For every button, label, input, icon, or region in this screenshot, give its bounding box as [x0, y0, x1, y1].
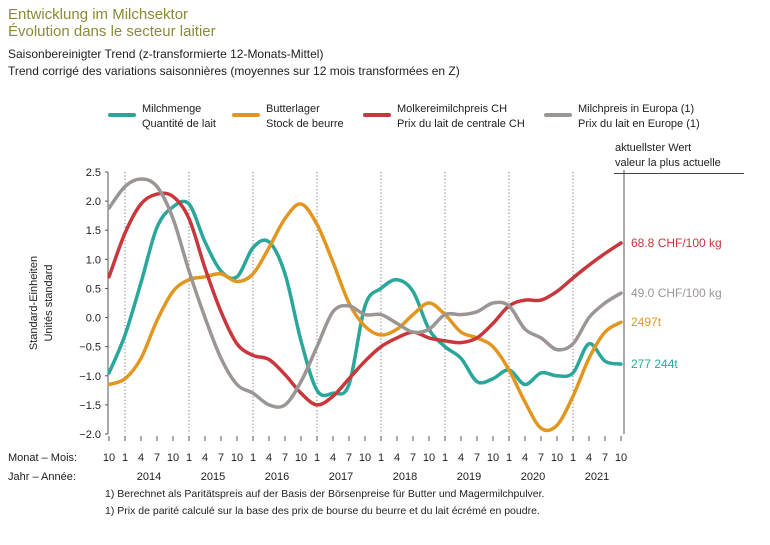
x-tick-label: 7 [154, 452, 160, 464]
year-label: 2021 [585, 471, 609, 483]
y-tick-label: 1.5 [86, 225, 101, 237]
year-label: 2018 [393, 471, 417, 483]
x-tick-label: 4 [266, 452, 272, 464]
x-tick-label: 4 [202, 452, 208, 464]
legend-swatch-molkereimilchpreis [363, 113, 391, 117]
x-tick-label: 1 [570, 452, 576, 464]
y-tick-label: −2.0 [79, 429, 101, 441]
x-tick-label: 7 [474, 452, 480, 464]
legend-milchmenge: Milchmenge Quantité de lait [108, 102, 216, 132]
year-label: 2019 [457, 471, 481, 483]
year-label: 2016 [265, 471, 289, 483]
y-axis-title-fr: Unités standard [43, 264, 55, 341]
year-label: 2017 [329, 471, 353, 483]
y-tick-label: −1.0 [79, 371, 101, 383]
legend-molkereimilchpreis: Molkereimilchpreis CH Prix du lait de ce… [363, 102, 525, 132]
x-tick-label: 1 [186, 452, 192, 464]
legend-label-de: Milchmenge [142, 103, 202, 115]
y-axis-title-de: Standard-Einheiten [28, 256, 40, 350]
legend-label-fr: Prix du lait en Europe (1) [578, 118, 700, 130]
x-tick-label: 10 [295, 452, 307, 464]
x-tick-label: 4 [458, 452, 464, 464]
legend-swatch-butterlager [232, 113, 260, 117]
x-tick-label: 10 [167, 452, 179, 464]
y-tick-label: 0.5 [86, 283, 101, 295]
x-tick-label: 4 [138, 452, 144, 464]
legend-milchpreis-europa: Milchpreis in Europa (1) Prix du lait en… [544, 102, 700, 132]
legend-label-de: Butterlager [266, 103, 320, 115]
x-axis-year-title: Jahr – Année: [8, 471, 76, 483]
title-fr: Évolution dans le secteur laitier [8, 23, 216, 40]
x-tick-label: 4 [586, 452, 592, 464]
year-label: 2020 [521, 471, 545, 483]
x-tick-label: 7 [346, 452, 352, 464]
series-line-butterlager [107, 202, 623, 433]
title-de: Entwicklung im Milchsektor [8, 6, 189, 23]
latest-value-label: 2497t [631, 315, 662, 329]
x-axis-month-title: Monat – Mois: [8, 452, 77, 464]
x-tick-label: 1 [378, 452, 384, 464]
y-tick-label: 0.0 [86, 313, 101, 325]
latest-value-divider [614, 173, 744, 174]
x-tick-label: 1 [506, 452, 512, 464]
year-label: 2015 [201, 471, 225, 483]
y-tick-label: 2.5 [86, 167, 101, 179]
x-tick-label: 10 [103, 452, 115, 464]
series-line-milchpreis-in-europa [107, 177, 623, 409]
latest-value-label: 68.8 CHF/100 kg [631, 236, 722, 250]
legend-label-de: Milchpreis in Europa (1) [578, 103, 695, 115]
latest-value-header: aktuellster Wert valeur la plus actuelle [615, 141, 721, 171]
legend-butterlager: Butterlager Stock de beurre [232, 102, 344, 132]
latest-value-header-fr: valeur la plus actuelle [615, 157, 721, 169]
y-tick-label: −1.5 [79, 400, 101, 412]
x-tick-label: 10 [423, 452, 435, 464]
footnote-fr: 1) Prix de parité calculé sur la base de… [105, 505, 540, 517]
latest-value-label: 277 244t [631, 357, 678, 371]
legend-swatch-milchpreis-europa [544, 113, 572, 117]
x-tick-label: 7 [218, 452, 224, 464]
footnote-de: 1) Berechnet als Paritätspreis auf der B… [105, 488, 545, 500]
x-tick-label: 4 [394, 452, 400, 464]
y-tick-label: 1.0 [86, 254, 101, 266]
x-tick-label: 7 [282, 452, 288, 464]
x-tick-label: 4 [522, 452, 528, 464]
x-tick-label: 7 [602, 452, 608, 464]
x-tick-label: 4 [330, 452, 336, 464]
subtitle-fr: Trend corrigé des variations saisonnière… [8, 64, 460, 78]
x-tick-label: 1 [250, 452, 256, 464]
series-line-milchmenge [107, 199, 623, 398]
x-tick-label: 10 [359, 452, 371, 464]
x-tick-label: 10 [231, 452, 243, 464]
latest-value-header-de: aktuellster Wert [615, 142, 692, 154]
y-tick-label: −0.5 [79, 342, 101, 354]
x-tick-label: 1 [314, 452, 320, 464]
x-tick-label: 1 [122, 452, 128, 464]
legend-label-de: Molkereimilchpreis CH [397, 103, 508, 115]
legend-label-fr: Prix du lait de centrale CH [397, 118, 525, 130]
x-tick-label: 10 [551, 452, 563, 464]
latest-value-label: 49.0 CHF/100 kg [631, 286, 722, 300]
legend-label-fr: Stock de beurre [266, 118, 344, 130]
y-tick-label: 2.0 [86, 196, 101, 208]
year-label: 2014 [137, 471, 161, 483]
x-tick-label: 7 [410, 452, 416, 464]
x-tick-label: 7 [538, 452, 544, 464]
subtitle-de: Saisonbereinigter Trend (z-transformiert… [8, 47, 324, 61]
x-tick-label: 10 [615, 452, 627, 464]
legend-swatch-milchmenge [108, 113, 136, 117]
x-tick-label: 10 [487, 452, 499, 464]
legend-label-fr: Quantité de lait [142, 118, 216, 130]
x-tick-label: 1 [442, 452, 448, 464]
series-line-molkereimilchpreis-ch [107, 191, 623, 407]
